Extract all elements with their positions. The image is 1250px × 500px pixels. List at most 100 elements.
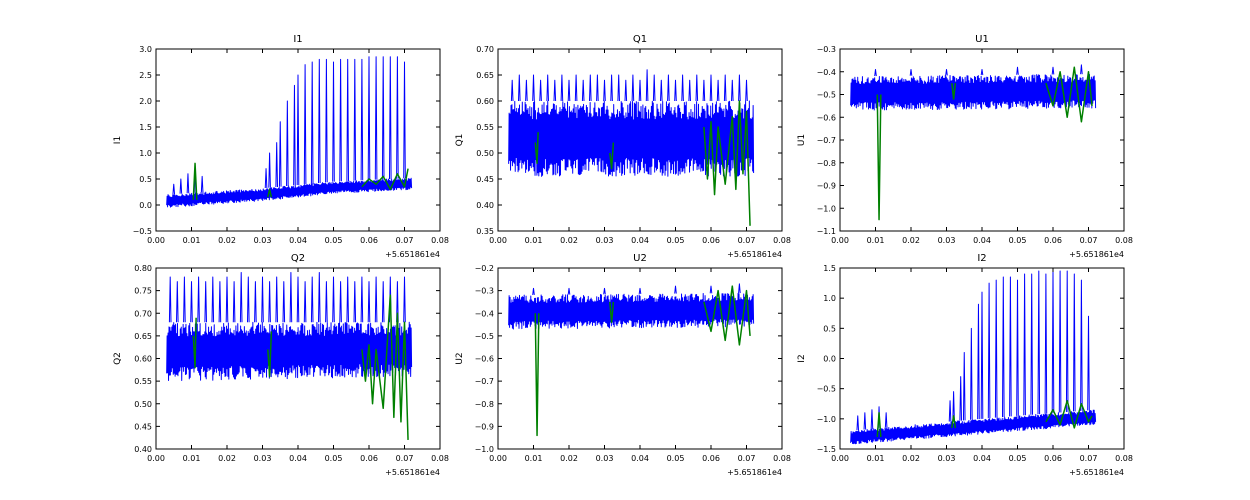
x-offset-label: +5.651861e4 xyxy=(1069,468,1124,477)
blue-spike xyxy=(264,168,268,189)
blue-spike xyxy=(617,74,620,102)
y-tick-label: −0.3 xyxy=(817,45,836,54)
blue-spike xyxy=(318,58,321,183)
blue-spike xyxy=(381,281,385,323)
blue-spike xyxy=(1073,273,1076,412)
x-offset-label: +5.651861e4 xyxy=(727,468,782,477)
blue-spike xyxy=(884,412,888,428)
y-tick-label: −1.0 xyxy=(475,445,494,454)
green-trace xyxy=(192,294,409,440)
x-tick-label: 0.06 xyxy=(1044,236,1062,245)
y-tick-label: 2.0 xyxy=(139,97,152,106)
y-tick-label: −1.0 xyxy=(817,204,836,213)
blue-spike xyxy=(346,58,349,181)
subplot-title: Q1 xyxy=(633,34,647,45)
blue-spike xyxy=(567,79,571,102)
subplot-title: I2 xyxy=(977,253,986,264)
x-tick-label: 0.06 xyxy=(702,454,720,463)
y-tick-label: 1.0 xyxy=(823,294,836,303)
blue-spike xyxy=(403,276,406,323)
y-tick-label: −0.8 xyxy=(817,159,836,168)
blue-spike xyxy=(1009,276,1012,417)
blue-spike xyxy=(211,276,215,323)
blue-spike xyxy=(525,79,528,102)
x-tick-label: 0.06 xyxy=(1044,454,1062,463)
blue-spike xyxy=(856,415,860,431)
blue-spike xyxy=(360,276,364,323)
blue-spike xyxy=(667,74,670,102)
blue-spike xyxy=(325,58,328,183)
blue-spike xyxy=(510,79,514,102)
y-axis-label: Q2 xyxy=(113,352,123,365)
x-tick-label: 0.01 xyxy=(867,236,885,245)
blue-spike xyxy=(994,279,998,418)
y-tick-label: −0.2 xyxy=(475,264,494,273)
blue-spike xyxy=(1023,273,1026,416)
x-tick-label: 0.06 xyxy=(702,236,720,245)
blue-spike xyxy=(1051,66,1055,75)
blue-trace-band xyxy=(850,409,1097,445)
blue-spike xyxy=(186,173,190,194)
plot-area xyxy=(508,69,755,226)
blue-spike xyxy=(962,351,966,421)
y-tick-label: −0.3 xyxy=(475,287,494,296)
blue-spike xyxy=(688,79,691,102)
y-tick-label: −0.4 xyxy=(475,309,494,318)
blue-spike xyxy=(1044,273,1048,414)
y-axis-label: U1 xyxy=(797,134,807,146)
y-tick-label: 0.60 xyxy=(134,355,152,364)
blue-spike xyxy=(232,281,236,323)
blue-spike xyxy=(374,276,378,323)
blue-spike xyxy=(1030,273,1033,415)
y-tick-label: 0.0 xyxy=(823,355,836,364)
y-tick-label: −0.7 xyxy=(475,377,494,386)
y-tick-label: 0.45 xyxy=(476,175,494,184)
blue-spike xyxy=(353,281,357,323)
blue-spike xyxy=(987,282,991,419)
x-tick-label: 0.05 xyxy=(667,236,685,245)
x-tick-label: 0.08 xyxy=(773,454,791,463)
blue-spike xyxy=(863,412,867,430)
blue-spike xyxy=(581,79,585,102)
y-tick-label: −0.6 xyxy=(817,113,836,122)
blue-spike xyxy=(709,74,713,102)
x-offset-label: +5.651861e4 xyxy=(385,250,440,259)
blue-spike xyxy=(200,175,204,193)
blue-spike xyxy=(204,281,207,323)
blue-spike xyxy=(339,281,342,323)
blue-spike xyxy=(532,74,535,102)
plot-area xyxy=(166,56,413,208)
x-tick-label: 0.07 xyxy=(396,454,414,463)
x-offset-label: +5.651861e4 xyxy=(385,468,440,477)
blue-spike xyxy=(396,56,399,179)
x-tick-label: 0.07 xyxy=(396,236,414,245)
x-tick-label: 0.03 xyxy=(596,236,614,245)
blue-spike xyxy=(1080,64,1083,75)
y-tick-label: −1.0 xyxy=(817,415,836,424)
y-tick-label: 0.55 xyxy=(134,377,152,386)
blue-spike xyxy=(674,79,677,102)
blue-spike xyxy=(332,276,335,323)
y-axis-label: U2 xyxy=(455,352,465,364)
y-tick-label: −0.9 xyxy=(475,422,494,431)
blue-spike xyxy=(977,303,980,420)
blue-spike xyxy=(367,281,371,323)
blue-spike xyxy=(567,287,571,295)
blue-spike xyxy=(518,74,521,102)
x-tick-label: 0.02 xyxy=(218,236,236,245)
x-tick-label: 0.00 xyxy=(147,454,165,463)
blue-spike xyxy=(738,283,741,294)
x-tick-label: 0.07 xyxy=(1080,236,1098,245)
subplot-title: I1 xyxy=(293,34,302,45)
blue-spike xyxy=(282,281,286,323)
blue-spike xyxy=(546,74,549,102)
green-trace xyxy=(534,100,751,226)
blue-spike xyxy=(631,74,635,102)
blue-trace-band xyxy=(850,74,1097,111)
x-tick-label: 0.02 xyxy=(902,454,920,463)
y-tick-label: 0.55 xyxy=(476,123,494,132)
x-tick-label: 0.07 xyxy=(738,236,756,245)
blue-spike xyxy=(574,74,578,102)
x-tick-label: 0.05 xyxy=(667,454,685,463)
blue-spike xyxy=(980,291,984,419)
